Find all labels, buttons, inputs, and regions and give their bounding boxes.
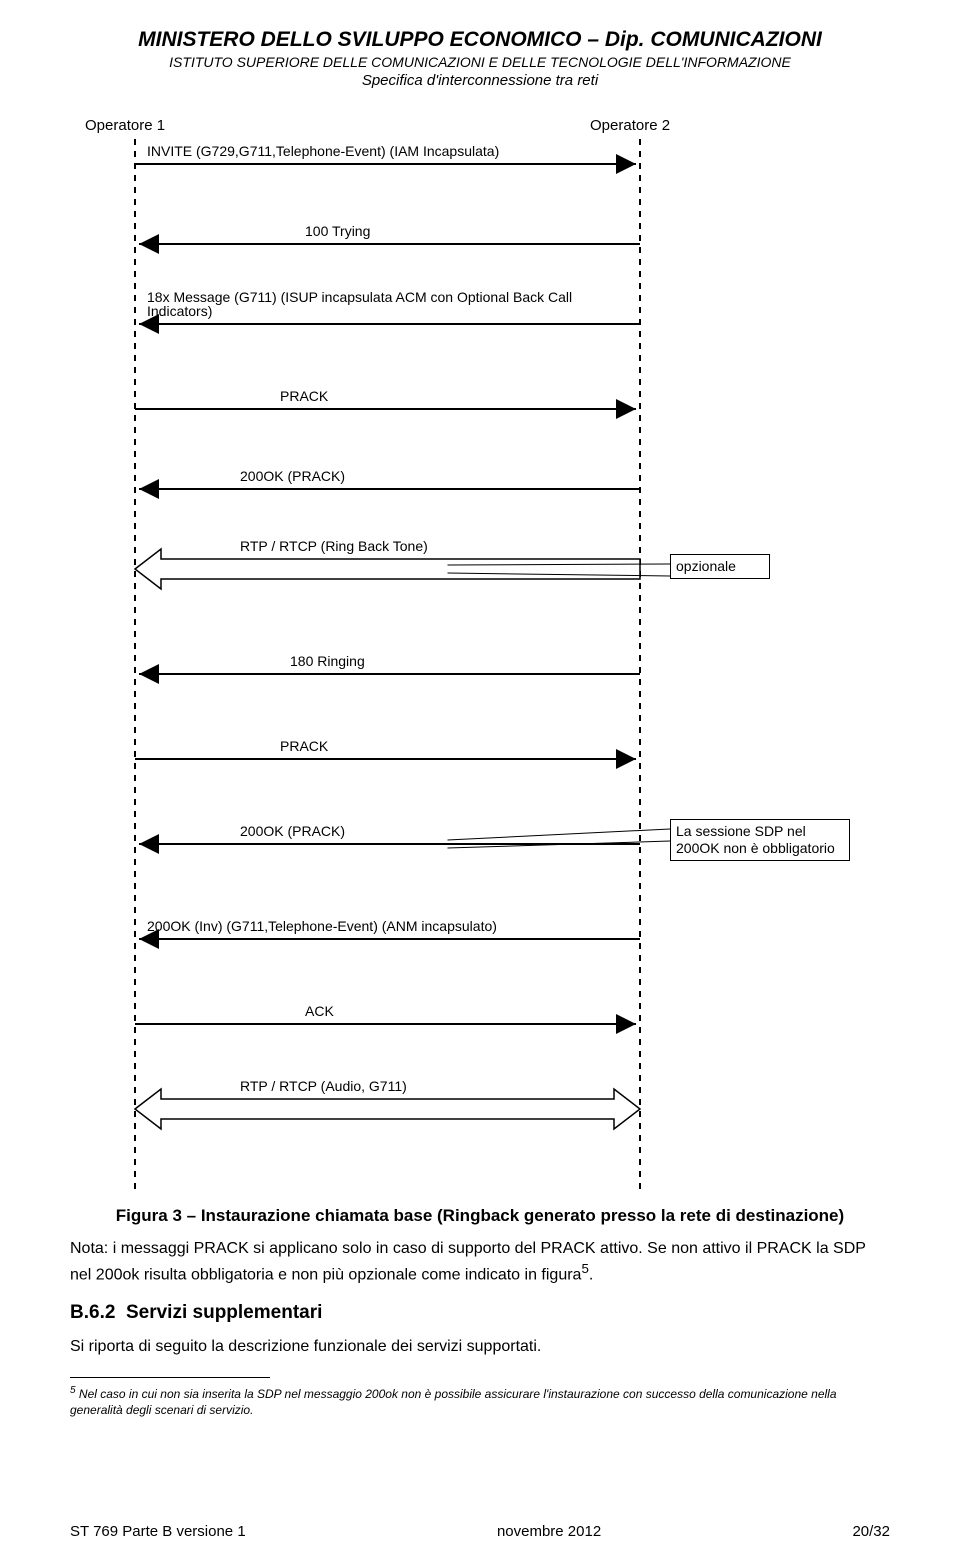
footnote-text: 5 Nel caso in cui non sia inserita la SD… [70, 1384, 890, 1418]
svg-text:200OK (PRACK): 200OK (PRACK) [240, 823, 345, 839]
svg-text:200OK (PRACK): 200OK (PRACK) [240, 468, 345, 484]
footer: ST 769 Parte B versione 1 novembre 2012 … [70, 1523, 890, 1540]
header-subtitle2: Specifica d'interconnessione tra reti [70, 72, 890, 89]
svg-text:INVITE (G729,G711,Telephone-Ev: INVITE (G729,G711,Telephone-Event) (IAM … [147, 143, 499, 159]
footer-center: novembre 2012 [497, 1523, 601, 1540]
footer-right: 20/32 [852, 1523, 890, 1540]
diagram-svg: INVITE (G729,G711,Telephone-Event) (IAM … [70, 109, 890, 1194]
svg-text:PRACK: PRACK [280, 388, 329, 404]
svg-text:RTP / RTCP (Audio, G711): RTP / RTCP (Audio, G711) [240, 1078, 407, 1094]
svg-text:PRACK: PRACK [280, 738, 329, 754]
footnote-separator [70, 1377, 270, 1378]
header-title: MINISTERO DELLO SVILUPPO ECONOMICO – Dip… [70, 28, 890, 52]
section-body: Si riporta di seguito la descrizione fun… [70, 1336, 890, 1358]
header-subtitle1: ISTITUTO SUPERIORE DELLE COMUNICAZIONI E… [70, 54, 890, 70]
section-heading: B.6.2 Servizi supplementari [70, 1302, 890, 1324]
sequence-diagram: Operatore 1 Operatore 2 INVITE (G729,G71… [70, 109, 890, 1194]
svg-text:ACK: ACK [305, 1003, 334, 1019]
note-paragraph: Nota: i messaggi PRACK si applicano solo… [70, 1238, 890, 1286]
figure-caption: Figura 3 – Instaurazione chiamata base (… [70, 1206, 890, 1226]
svg-text:180 Ringing: 180 Ringing [290, 653, 365, 669]
svg-text:RTP / RTCP (Ring Back Tone): RTP / RTCP (Ring Back Tone) [240, 538, 428, 554]
section-title: Servizi supplementari [126, 1302, 322, 1323]
note-text: i messaggi PRACK si applicano solo in ca… [70, 1240, 866, 1283]
svg-text:100 Trying: 100 Trying [305, 223, 370, 239]
note-sup: 5 [581, 1261, 588, 1276]
footnote-body: Nel caso in cui non sia inserita la SDP … [70, 1387, 837, 1417]
svg-text:200OK (Inv) (G711,Telephone-Ev: 200OK (Inv) (G711,Telephone-Event) (ANM … [147, 918, 497, 934]
svg-text:Indicators): Indicators) [147, 303, 212, 319]
section-number: B.6.2 [70, 1302, 115, 1323]
note-prefix: Nota: [70, 1240, 113, 1257]
footer-left: ST 769 Parte B versione 1 [70, 1523, 246, 1540]
